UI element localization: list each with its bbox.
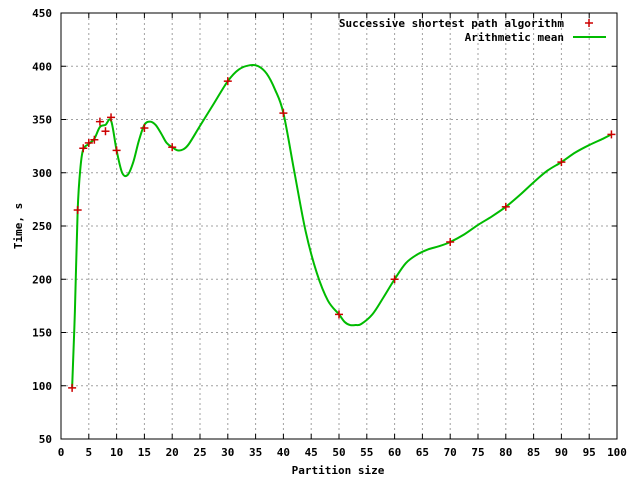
x-axis-label: Partition size (292, 464, 385, 477)
y-tick-label: 100 (32, 380, 52, 393)
x-tick-label: 70 (444, 446, 457, 459)
y-tick-label: 300 (32, 167, 52, 180)
data-point (446, 237, 455, 246)
data-point (107, 113, 116, 122)
y-tick-label: 350 (32, 114, 52, 127)
data-point (168, 143, 177, 152)
x-tick-label: 90 (555, 446, 568, 459)
x-tick-label: 35 (249, 446, 262, 459)
data-point (112, 146, 121, 155)
data-point (607, 130, 616, 139)
y-tick-label: 250 (32, 220, 52, 233)
x-tick-label: 75 (471, 446, 484, 459)
y-tick-label: 150 (32, 327, 52, 340)
data-point (390, 275, 399, 284)
data-point (279, 109, 288, 118)
data-point (223, 77, 232, 86)
x-tick-label: 50 (332, 446, 345, 459)
data-point (557, 158, 566, 167)
x-tick-label: 25 (193, 446, 206, 459)
x-tick-label: 100 (607, 446, 627, 459)
data-point (84, 138, 93, 147)
x-tick-label: 0 (58, 446, 65, 459)
data-point (73, 206, 82, 215)
x-tick-label: 30 (221, 446, 234, 459)
x-tick-label: 85 (527, 446, 540, 459)
series-group (68, 63, 616, 392)
plot-border (60, 12, 618, 440)
grid-lines (61, 13, 617, 439)
y-tick-label: 400 (32, 60, 52, 73)
legend-label-line: Arithmetic mean (465, 31, 564, 44)
y-tick-label: 50 (39, 433, 52, 446)
x-tick-label: 5 (85, 446, 92, 459)
x-tick-label: 20 (166, 446, 179, 459)
x-tick-label: 45 (305, 446, 318, 459)
data-point (79, 144, 88, 153)
x-tick-label: 65 (416, 446, 429, 459)
legend-marker-plus (585, 19, 593, 27)
x-axis-ticks: 0 5 10 15 20 25 30 35 40 45 50 55 60 65 70 75 80 85 90 95 10… (58, 13, 627, 459)
x-tick-label: 55 (360, 446, 373, 459)
data-point (335, 310, 343, 319)
data-point (95, 117, 104, 126)
data-point (101, 127, 110, 136)
legend: Successive shortest path algorithm Arith… (339, 17, 606, 44)
x-tick-label: 80 (499, 446, 512, 459)
x-tick-label: 95 (583, 446, 596, 459)
y-tick-label: 200 (32, 273, 52, 286)
x-tick-label: 60 (388, 446, 401, 459)
y-axis-label: Time, s (12, 203, 25, 249)
x-tick-label: 15 (138, 446, 151, 459)
x-tick-label: 40 (277, 446, 290, 459)
data-point (90, 135, 99, 144)
x-tick-label: 10 (110, 446, 123, 459)
data-point (140, 124, 149, 133)
y-axis-ticks: 50 100 150 200 250 300 350 400 450 (32, 7, 617, 446)
y-tick-label: 450 (32, 7, 52, 20)
data-point (68, 383, 77, 392)
legend-plus-icon (585, 19, 593, 27)
data-point (501, 202, 510, 211)
legend-label-points: Successive shortest path algorithm (339, 17, 565, 30)
